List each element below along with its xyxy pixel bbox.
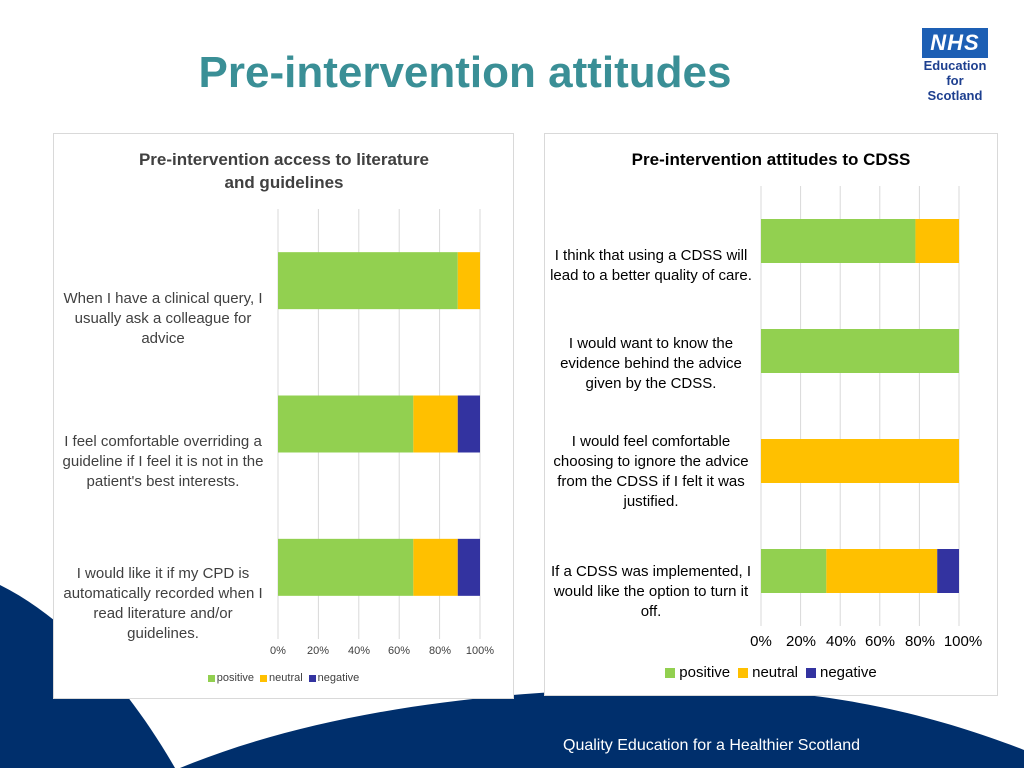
x-tick-label: 100% — [943, 633, 983, 650]
category-label: I would feel comfortable choosing to ign… — [553, 433, 749, 510]
category-label: I would want to know the evidence behind… — [560, 335, 742, 392]
legend-label: neutral — [752, 664, 798, 681]
chart-literature-access: Pre-intervention access to literature an… — [53, 133, 514, 699]
bar-neutral — [457, 252, 480, 310]
legend-item-neutral: neutral — [738, 664, 798, 681]
bar-neutral — [761, 439, 959, 483]
chart-title: Pre-intervention attitudes to CDSS — [631, 150, 911, 169]
category-label: I would like it if my CPD is automatical… — [63, 565, 263, 642]
legend-item-positive: positive — [207, 672, 255, 684]
bar-positive — [761, 329, 959, 373]
bar-negative — [937, 549, 959, 593]
x-tick-label: 0% — [750, 633, 772, 650]
slide-title: Pre-intervention attitudes — [198, 48, 732, 97]
x-tick-label: 60% — [387, 645, 411, 657]
bar-positive — [278, 252, 458, 310]
footer-text: Quality Education for a Healthier Scotla… — [563, 737, 861, 754]
legend-swatch — [665, 667, 676, 678]
x-tick-label: 0% — [270, 645, 286, 657]
nhs-logo-line: Education — [923, 58, 987, 73]
bar-negative — [457, 538, 480, 596]
chart-cdss-attitudes: Pre-intervention attitudes to CDSS I thi… — [544, 133, 998, 696]
nhs-logo: NHS Education for Scotland — [910, 28, 1000, 103]
x-tick-label: 20% — [306, 645, 330, 657]
legend-label: positive — [216, 672, 255, 684]
legend-label: negative — [820, 664, 877, 681]
legend-swatch — [260, 674, 268, 682]
category-label: I feel comfortable overriding a guidelin… — [62, 433, 264, 490]
plot-area — [277, 209, 481, 639]
legend-swatch — [806, 667, 816, 678]
nhs-logo-line: for — [946, 73, 964, 88]
x-tick-label: 20% — [785, 633, 817, 650]
bar-neutral — [413, 395, 458, 453]
legend-item-negative: negative — [308, 672, 360, 684]
bar-positive — [761, 549, 827, 593]
bar-neutral — [413, 538, 458, 596]
legend-swatch — [207, 674, 215, 682]
x-tick-label: 100% — [465, 645, 495, 657]
category-label: I think that using a CDSS will lead to a… — [550, 247, 752, 284]
category-label: If a CDSS was implemented, I would like … — [550, 563, 752, 620]
bar-positive — [761, 219, 916, 263]
x-tick-label: 80% — [428, 645, 452, 657]
legend: positive neutral negative — [545, 664, 997, 681]
bar-neutral — [826, 549, 938, 593]
legend: positive neutral negative — [54, 672, 513, 684]
category-label: When I have a clinical query, I usually … — [63, 290, 263, 347]
x-tick-label: 80% — [904, 633, 936, 650]
x-tick-label: 40% — [347, 645, 371, 657]
legend-item-positive: positive — [665, 664, 730, 681]
legend-label: negative — [317, 672, 360, 684]
x-tick-label: 40% — [825, 633, 857, 650]
legend-swatch — [738, 667, 749, 678]
bar-positive — [278, 395, 414, 453]
legend-label: positive — [679, 664, 731, 681]
plot-area — [760, 186, 960, 626]
x-tick-label: 60% — [864, 633, 896, 650]
chart-title: Pre-intervention access to literature an… — [138, 150, 430, 192]
legend-item-neutral: neutral — [260, 672, 303, 684]
bar-negative — [457, 395, 480, 453]
nhs-logo-badge: NHS — [922, 28, 988, 58]
bar-neutral — [915, 219, 959, 263]
nhs-logo-line: Scotland — [927, 88, 983, 103]
legend-swatch — [308, 674, 316, 682]
legend-label: neutral — [269, 672, 303, 684]
bar-positive — [278, 538, 414, 596]
legend-item-negative: negative — [806, 664, 877, 681]
